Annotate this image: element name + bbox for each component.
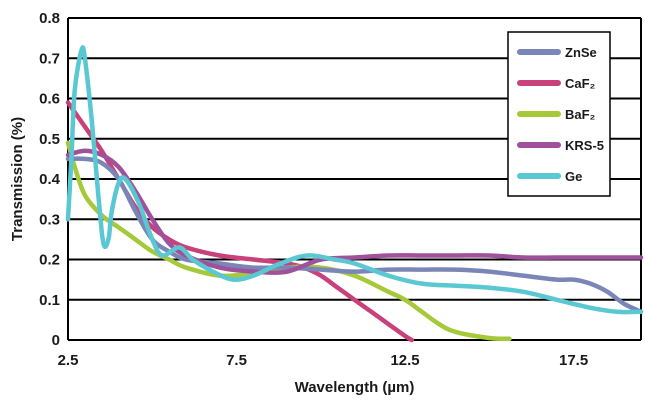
axes: 0 0.1 0.2 0.3 0.4 0.5 0.6 0.7 0.8 2.5 7.5 12.5 17.5 W… bbox=[9, 10, 642, 396]
series-line-znse bbox=[65, 156, 644, 315]
y-tick-label: 0.3 bbox=[39, 211, 60, 228]
series-line-baf- bbox=[65, 140, 512, 342]
y-tick-label: 0.8 bbox=[39, 10, 60, 27]
legend-label: BaF₂ bbox=[565, 107, 596, 122]
y-tick-label: 0.4 bbox=[39, 171, 61, 188]
x-axis-title: Wavelength (µm) bbox=[295, 379, 415, 396]
y-tick-label: 0.7 bbox=[39, 50, 60, 67]
x-tick-label: 7.5 bbox=[226, 352, 247, 369]
y-tick-label: 0 bbox=[52, 332, 60, 349]
legend-label: CaF₂ bbox=[565, 76, 596, 91]
x-tick-label: 12.5 bbox=[390, 352, 419, 369]
gridlines bbox=[68, 17, 641, 341]
legend-label: KRS-5 bbox=[565, 138, 604, 153]
x-tick-label: 17.5 bbox=[559, 352, 588, 369]
series-lines bbox=[65, 45, 644, 343]
x-tick-label: 2.5 bbox=[58, 352, 79, 369]
legend-label: Ge bbox=[565, 169, 582, 184]
series-line-ge bbox=[65, 45, 644, 315]
legend-label: ZnSe bbox=[565, 45, 597, 60]
y-tick-label: 0.6 bbox=[39, 91, 60, 108]
y-tick-label: 0.5 bbox=[39, 131, 60, 148]
legend: ZnSe CaF₂ BaF₂ KRS-5 Ge bbox=[507, 31, 611, 197]
y-axis-title: Transmission (%) bbox=[9, 117, 26, 241]
y-tick-label: 0.2 bbox=[39, 252, 60, 269]
y-tick-label: 0.1 bbox=[39, 292, 60, 309]
